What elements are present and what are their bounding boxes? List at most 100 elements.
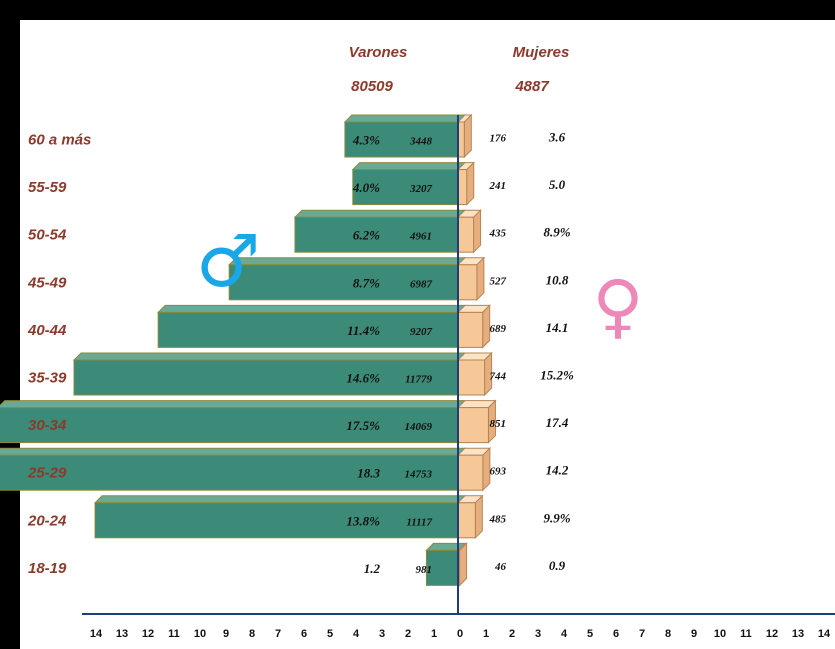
x-tick-label: 7 — [275, 628, 281, 640]
male-count-label: 981 — [416, 564, 433, 576]
female-count-label: 693 — [490, 466, 507, 478]
age-group-label: 25-29 — [27, 465, 67, 482]
male-percent-label: 1.2 — [364, 561, 381, 576]
x-tick-label: 1 — [431, 628, 437, 640]
male-percent-label: 14.6% — [346, 371, 380, 386]
male-bar — [293, 209, 467, 253]
male-percent-label: 4.0% — [352, 180, 380, 195]
x-tick-label: 6 — [613, 628, 619, 640]
x-tick-label: 9 — [691, 628, 697, 640]
age-group-label: 30-34 — [28, 417, 67, 434]
female-percent-label: 5.0 — [549, 177, 566, 192]
female-percent-label: 14.1 — [546, 320, 569, 335]
x-tick-label: 10 — [714, 628, 726, 640]
female-count-label: 527 — [490, 275, 507, 287]
female-bar — [456, 208, 482, 254]
male-count-label: 11779 — [405, 374, 432, 386]
male-percent-label: 17.5% — [346, 418, 380, 433]
male-bar — [93, 495, 467, 539]
male-bar — [351, 162, 467, 206]
male-bar — [72, 352, 467, 396]
male-percent-label: 18.3 — [357, 466, 380, 481]
female-percent-label: 3.6 — [548, 130, 566, 145]
x-axis: 14 13 12 11 10 9 8 7 6 5 4 3 2 1 0 1 2 3 4 5 6 7 8 9 10 11 12 13 14 — [82, 115, 835, 640]
female-bar — [456, 256, 486, 302]
male-count-label: 4961 — [409, 231, 432, 243]
age-group-label: 60 a más — [28, 132, 91, 149]
female-percent-label: 15.2% — [540, 368, 574, 383]
female-percent-label: 8.9% — [543, 225, 570, 240]
x-tick-label: 14 — [818, 628, 831, 640]
labels-layer: 60 a más 4.3% 3448 176 3.6 55-59 4.0% 3207 241 5.… — [27, 130, 574, 577]
female-count-label: 744 — [490, 371, 507, 383]
age-group-label: 35-39 — [28, 370, 67, 387]
female-count-label: 176 — [490, 133, 507, 145]
age-group-label: 18-19 — [28, 560, 67, 577]
x-tick-label: 0 — [457, 628, 463, 640]
x-tick-label: 2 — [405, 628, 411, 640]
male-percent-label: 6.2% — [353, 228, 380, 243]
age-group-label: 40-44 — [27, 322, 67, 339]
female-count-label: 241 — [489, 180, 507, 192]
female-count-label: 689 — [490, 323, 507, 335]
x-tick-label: 11 — [168, 628, 180, 640]
female-count-label: 851 — [490, 418, 507, 430]
female-bar — [456, 304, 491, 349]
female-bar — [456, 542, 468, 587]
male-count-label: 6987 — [410, 278, 433, 290]
female-bar — [456, 113, 473, 159]
x-tick-label: 10 — [194, 628, 206, 640]
age-group-label: 20-24 — [27, 512, 67, 529]
male-count-label: 14753 — [405, 469, 433, 481]
female-percent-label: 0.9 — [549, 558, 566, 573]
male-count-label: 9207 — [410, 326, 433, 338]
x-tick-label: 12 — [766, 628, 778, 640]
x-tick-label: 14 — [90, 628, 103, 640]
male-percent-label: 8.7% — [353, 275, 380, 290]
male-series-header: Varones — [349, 44, 408, 61]
x-tick-label: 6 — [301, 628, 307, 640]
age-group-label: 45-49 — [27, 274, 67, 291]
male-bar — [0, 400, 467, 444]
female-bar — [456, 399, 497, 444]
x-tick-label: 4 — [353, 628, 360, 640]
male-percent-label: 11.4% — [347, 323, 380, 338]
male-total: 80509 — [351, 78, 393, 95]
x-tick-label: 3 — [379, 628, 385, 640]
x-tick-label: 13 — [792, 628, 804, 640]
x-tick-label: 8 — [249, 628, 255, 640]
female-percent-label: 9.9% — [543, 510, 570, 525]
female-symbol-icon: ♀ — [592, 265, 643, 347]
x-tick-label: 4 — [561, 628, 568, 640]
male-percent-label: 4.3% — [352, 133, 380, 148]
x-tick-label: 9 — [223, 628, 229, 640]
male-count-label: 14069 — [405, 421, 433, 433]
x-tick-label: 1 — [483, 628, 489, 640]
male-bar — [227, 257, 467, 301]
male-count-label: 3207 — [409, 183, 433, 195]
male-bar — [0, 447, 467, 491]
female-count-label: 485 — [489, 513, 507, 525]
age-group-label: 55-59 — [28, 179, 67, 196]
x-tick-label: 2 — [509, 628, 515, 640]
female-total: 4887 — [514, 78, 549, 95]
x-tick-label: 8 — [665, 628, 671, 640]
bars-layer — [0, 113, 497, 587]
female-series-header: Mujeres — [513, 44, 570, 61]
female-bar — [456, 351, 493, 397]
x-tick-label: 5 — [327, 628, 333, 640]
x-tick-label: 13 — [116, 628, 128, 640]
age-group-label: 50-54 — [28, 227, 67, 244]
female-bar — [456, 446, 492, 492]
x-tick-label: 7 — [639, 628, 645, 640]
male-bar — [156, 304, 467, 348]
female-percent-label: 17.4 — [546, 415, 569, 430]
female-bar — [456, 494, 484, 540]
x-tick-label: 5 — [587, 628, 593, 640]
male-count-label: 11117 — [406, 516, 432, 528]
female-bar — [456, 161, 475, 206]
female-percent-label: 10.8 — [546, 272, 569, 287]
x-tick-label: 12 — [142, 628, 154, 640]
male-percent-label: 13.8% — [346, 513, 380, 528]
